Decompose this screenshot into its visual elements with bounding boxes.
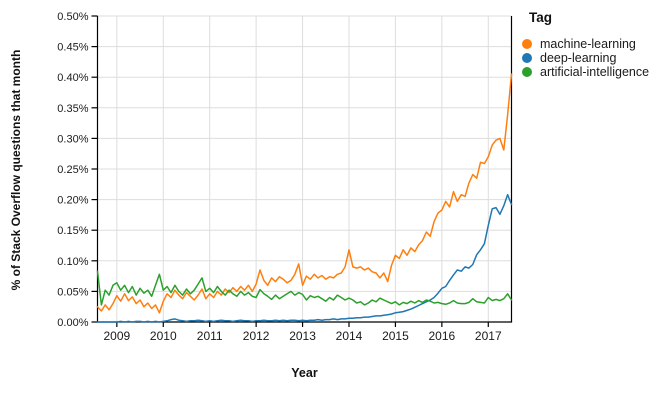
legend-item-machine-learning: machine-learning (522, 37, 658, 51)
legend-label: machine-learning (540, 37, 636, 51)
y-tick-label: 0.50% (57, 11, 88, 23)
series-line-machine-learning (96, 73, 513, 314)
legend-dot-machine-learning (522, 39, 532, 49)
y-tick-label: 0.05% (57, 286, 88, 298)
y-tick-label: 0.10% (57, 256, 88, 268)
x-tick-label: 2011 (197, 329, 223, 343)
x-tick-label: 2014 (336, 329, 363, 343)
series-line-deep-learning (96, 193, 513, 323)
x-tick-label: 2012 (243, 329, 270, 343)
y-tick-label: 0.25% (57, 164, 88, 176)
y-tick-label: 0.35% (57, 103, 88, 115)
legend-item-artificial-intelligence: artificial-intelligence (522, 65, 658, 79)
series-line-artificial-intelligence (96, 270, 513, 306)
legend: Tag machine-learning deep-learning artific… (522, 10, 658, 79)
legend-title: Tag (529, 10, 552, 25)
y-tick-label: 0.45% (57, 42, 88, 54)
x-tick-label: 2013 (289, 329, 316, 343)
y-tick-label: 0.20% (57, 195, 88, 207)
x-tick-label: 2009 (103, 329, 130, 343)
y-tick-label: 0.15% (57, 225, 88, 237)
y-tick-label: 0.00% (57, 317, 88, 329)
legend-dot-artificial-intelligence (522, 67, 532, 77)
legend-label: artificial-intelligence (540, 65, 650, 79)
x-tick-label: 2015 (382, 329, 409, 343)
x-tick-label: 2016 (429, 329, 456, 343)
legend-label: deep-learning (540, 51, 617, 65)
x-tick-label: 2010 (150, 329, 177, 343)
legend-dot-deep-learning (522, 53, 532, 63)
x-axis-title: Year (291, 366, 318, 380)
legend-items: machine-learning deep-learning artificial-… (522, 37, 658, 79)
x-tick-label: 2017 (475, 329, 502, 343)
y-tick-label: 0.30% (57, 133, 88, 145)
y-axis-title: % of Stack Overflow questions that month (9, 49, 23, 291)
legend-item-deep-learning: deep-learning (522, 51, 658, 65)
y-tick-label: 0.40% (57, 72, 88, 84)
